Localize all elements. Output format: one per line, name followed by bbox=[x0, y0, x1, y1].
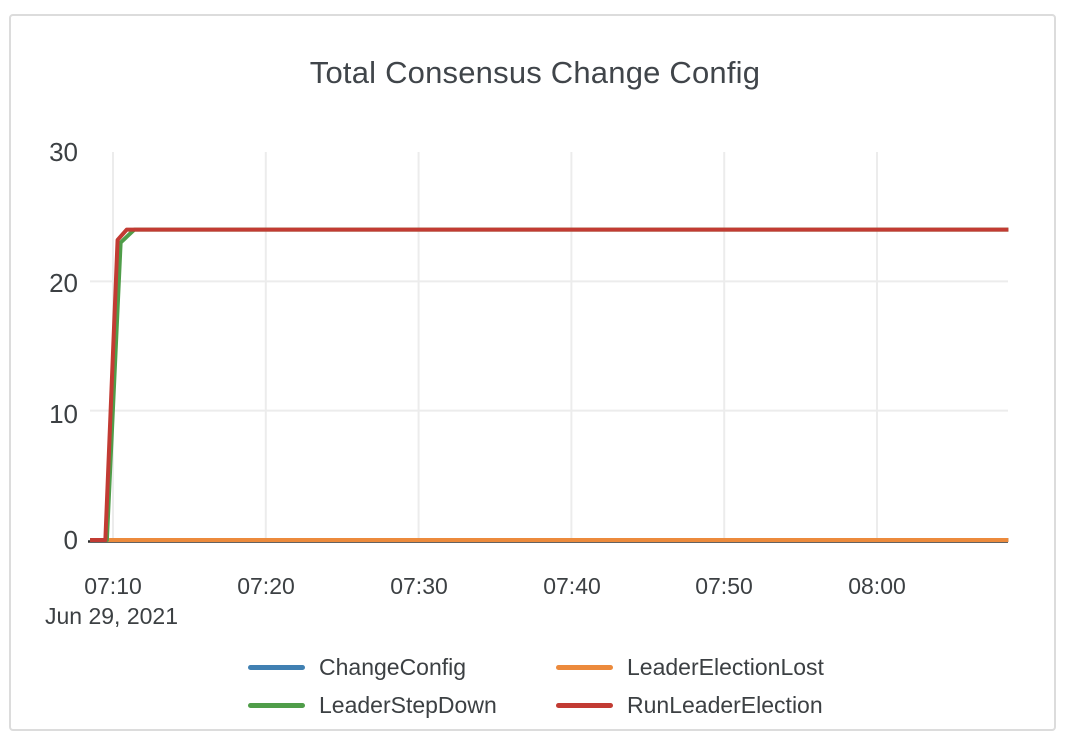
legend-swatch-leaderstepdown-icon bbox=[248, 702, 305, 708]
x-tick-0740: 07:40 bbox=[543, 573, 601, 599]
x-tick-0710: 07:10 bbox=[84, 573, 142, 599]
x-axis-date-label: Jun 29, 2021 bbox=[45, 603, 179, 629]
legend: ChangeConfig LeaderElectionLost LeaderSt… bbox=[248, 652, 824, 720]
y-tick-10: 10 bbox=[49, 399, 78, 429]
series-runleaderelection-line bbox=[90, 227, 1009, 542]
chart-title: Total Consensus Change Config bbox=[309, 55, 761, 90]
chart-card bbox=[9, 14, 1056, 731]
x-tick-0800: 08:00 bbox=[848, 573, 906, 599]
x-tick-0730: 07:30 bbox=[390, 573, 448, 599]
legend-label-changeconfig: ChangeConfig bbox=[319, 653, 467, 680]
y-tick-0: 0 bbox=[63, 525, 78, 555]
legend-item-leaderstepdown[interactable]: LeaderStepDown bbox=[248, 690, 556, 720]
x-tick-0720: 07:20 bbox=[237, 573, 295, 599]
y-tick-30: 30 bbox=[49, 137, 78, 167]
legend-swatch-changeconfig-icon bbox=[248, 664, 305, 670]
legend-swatch-runleaderelection-icon bbox=[556, 702, 613, 708]
series-leaderstepdown-line bbox=[90, 227, 1009, 542]
x-tick-0750: 07:50 bbox=[695, 573, 753, 599]
legend-item-runleaderelection[interactable]: RunLeaderElection bbox=[556, 690, 824, 720]
y-tick-20: 20 bbox=[49, 268, 78, 298]
legend-label-runleaderelection: RunLeaderElection bbox=[627, 691, 823, 718]
legend-label-leaderelectionlost: LeaderElectionLost bbox=[627, 653, 824, 680]
legend-swatch-leaderelectionlost-icon bbox=[556, 664, 613, 670]
legend-label-leaderstepdown: LeaderStepDown bbox=[319, 691, 497, 718]
legend-item-leaderelectionlost[interactable]: LeaderElectionLost bbox=[556, 652, 824, 682]
legend-item-changeconfig[interactable]: ChangeConfig bbox=[248, 652, 556, 682]
